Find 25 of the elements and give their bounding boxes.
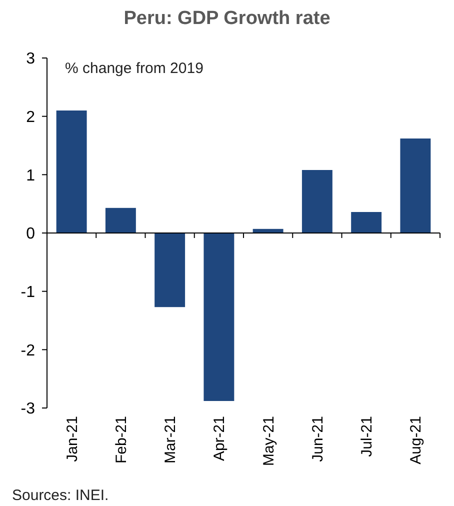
x-tick-label: Feb-21 xyxy=(112,416,130,464)
x-tick-label: Jul-21 xyxy=(358,416,376,457)
x-tick-label: May-21 xyxy=(260,416,278,466)
y-tick-label: -1 xyxy=(20,284,36,301)
x-tick-label: Jun-21 xyxy=(309,416,326,462)
bar xyxy=(302,170,332,233)
y-tick-label: -2 xyxy=(20,342,36,360)
chart-title: Peru: GDP Growth rate xyxy=(124,8,330,29)
bar xyxy=(204,233,234,401)
bar xyxy=(400,138,431,233)
x-tick-label: Jan-21 xyxy=(64,416,81,462)
source-note: Sources: INEI. xyxy=(12,487,109,504)
y-tick-label: 2 xyxy=(26,108,36,126)
y-tick-label: 0 xyxy=(26,226,36,243)
bar xyxy=(154,233,186,308)
x-tick-label: Apr-21 xyxy=(211,416,228,462)
y-tick-label: -3 xyxy=(20,400,36,418)
x-tick-label: Mar-21 xyxy=(162,416,180,464)
y-tick-label: 1 xyxy=(26,167,36,184)
chart-subtitle: % change from 2019 xyxy=(65,60,204,77)
bar xyxy=(56,110,87,233)
bar xyxy=(351,212,382,233)
y-tick-label: 3 xyxy=(26,50,36,68)
bar xyxy=(105,208,136,233)
x-tick-label: Aug-21 xyxy=(408,416,425,464)
